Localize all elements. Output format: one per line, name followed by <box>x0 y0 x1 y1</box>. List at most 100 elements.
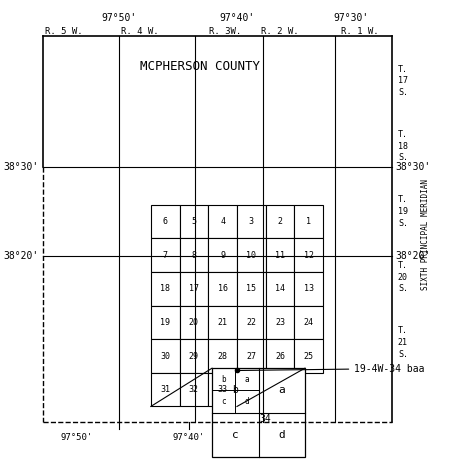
Text: 7: 7 <box>162 251 168 259</box>
Bar <box>151 373 180 407</box>
Text: 9: 9 <box>220 251 225 259</box>
Text: b: b <box>221 375 226 384</box>
Text: 5: 5 <box>191 217 196 226</box>
Text: 14: 14 <box>275 284 285 293</box>
Text: 21: 21 <box>398 338 408 347</box>
Bar <box>180 238 208 272</box>
Bar <box>208 373 237 407</box>
Text: 21: 21 <box>218 318 228 327</box>
Bar <box>180 204 208 238</box>
Text: R. 1 W.: R. 1 W. <box>341 27 379 36</box>
Text: 20: 20 <box>189 318 199 327</box>
Bar <box>208 238 237 272</box>
Text: 30: 30 <box>160 352 170 360</box>
Bar <box>266 238 294 272</box>
Text: 15: 15 <box>246 284 256 293</box>
Text: 38°30': 38°30' <box>4 162 39 172</box>
Text: 10: 10 <box>246 251 256 259</box>
Text: 16: 16 <box>218 284 228 293</box>
Bar <box>212 368 305 457</box>
Text: 20: 20 <box>398 273 408 282</box>
Text: c: c <box>221 397 226 406</box>
Text: S.: S. <box>398 153 408 163</box>
Text: a: a <box>245 375 249 384</box>
Text: 18: 18 <box>398 142 408 151</box>
Text: R. 4 W.: R. 4 W. <box>122 27 159 36</box>
Text: 38°20': 38°20' <box>4 251 39 261</box>
Text: 26: 26 <box>275 352 285 360</box>
Bar <box>294 339 323 373</box>
Bar <box>151 238 180 272</box>
Text: 28: 28 <box>218 352 228 360</box>
Text: 97°50': 97°50' <box>61 433 93 442</box>
Text: MCPHERSON COUNTY: MCPHERSON COUNTY <box>140 60 260 73</box>
Text: 22: 22 <box>246 318 256 327</box>
Text: T.: T. <box>398 326 408 335</box>
Bar <box>180 306 208 339</box>
Bar <box>180 373 208 407</box>
Text: 97°40': 97°40' <box>173 433 205 442</box>
Text: 23: 23 <box>275 318 285 327</box>
Bar <box>237 238 266 272</box>
Text: R. 3W.: R. 3W. <box>209 27 241 36</box>
Text: S.: S. <box>398 284 408 293</box>
Bar <box>294 238 323 272</box>
Text: 33: 33 <box>218 385 228 394</box>
Text: 6: 6 <box>162 217 168 226</box>
Text: 18: 18 <box>160 284 170 293</box>
Text: b: b <box>232 385 238 395</box>
Text: 38°20': 38°20' <box>396 251 431 261</box>
Text: 97°30': 97°30' <box>334 13 369 23</box>
Bar <box>266 204 294 238</box>
Text: 4: 4 <box>220 217 225 226</box>
Bar <box>151 339 180 373</box>
Text: T.: T. <box>398 130 408 139</box>
Text: T.: T. <box>398 261 408 270</box>
Text: 31: 31 <box>160 385 170 394</box>
Text: 24: 24 <box>304 318 314 327</box>
Text: 25: 25 <box>304 352 314 360</box>
Text: 27: 27 <box>246 352 256 360</box>
Text: c: c <box>232 430 238 440</box>
Bar <box>294 204 323 238</box>
Text: 32: 32 <box>189 385 199 394</box>
Text: 38°30': 38°30' <box>396 162 431 172</box>
Bar <box>208 272 237 306</box>
Text: 2: 2 <box>278 217 283 226</box>
Text: 8: 8 <box>191 251 196 259</box>
Text: 34: 34 <box>259 414 271 424</box>
Text: 19: 19 <box>398 207 408 216</box>
Text: 97°40': 97°40' <box>220 13 255 23</box>
Text: 29: 29 <box>189 352 199 360</box>
Text: 13: 13 <box>304 284 314 293</box>
Text: 19-4W-34 baa: 19-4W-34 baa <box>354 364 424 374</box>
Bar <box>180 272 208 306</box>
Bar <box>294 306 323 339</box>
Bar <box>294 272 323 306</box>
Text: 97°50': 97°50' <box>102 13 137 23</box>
Text: a: a <box>279 385 285 395</box>
Bar <box>180 339 208 373</box>
Bar <box>237 339 266 373</box>
Bar <box>237 204 266 238</box>
Text: 17: 17 <box>398 76 408 86</box>
Text: 3: 3 <box>249 217 254 226</box>
Bar <box>266 272 294 306</box>
Text: R. 2 W.: R. 2 W. <box>261 27 298 36</box>
Bar <box>237 306 266 339</box>
Text: d: d <box>245 397 249 406</box>
Text: SIXTH PRINCIPAL MERIDIAN: SIXTH PRINCIPAL MERIDIAN <box>421 180 430 290</box>
Text: 11: 11 <box>275 251 285 259</box>
Bar <box>208 339 237 373</box>
Bar <box>208 306 237 339</box>
Text: S.: S. <box>398 350 408 359</box>
Text: T.: T. <box>398 65 408 74</box>
Text: 12: 12 <box>304 251 314 259</box>
Text: 1: 1 <box>306 217 311 226</box>
Bar <box>208 204 237 238</box>
Bar <box>266 339 294 373</box>
Text: T.: T. <box>398 196 408 204</box>
Bar <box>151 272 180 306</box>
Text: 19: 19 <box>160 318 170 327</box>
Bar <box>151 204 180 238</box>
